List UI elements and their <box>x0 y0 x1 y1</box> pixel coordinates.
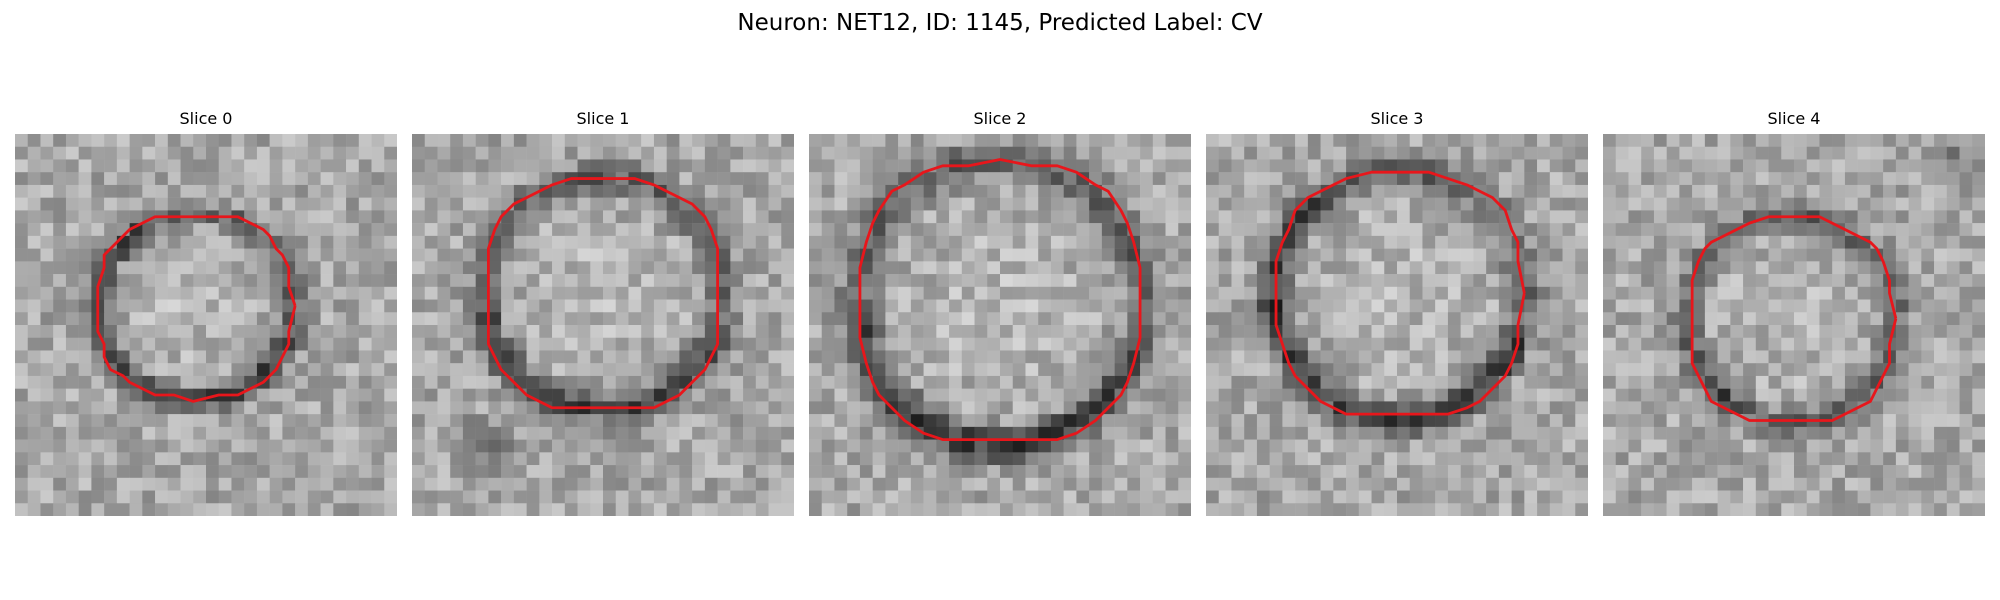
contour-outline <box>1274 170 1526 416</box>
contour-outline <box>486 177 720 410</box>
pixel-grid <box>412 134 794 516</box>
panel-title: Slice 0 <box>179 109 233 128</box>
contour-outline <box>858 158 1142 442</box>
pixel-grid <box>1206 134 1588 516</box>
panel-title: Slice 2 <box>973 109 1027 128</box>
pixel-grid <box>809 134 1191 516</box>
pixel-grid <box>15 134 397 516</box>
slice-image <box>1603 134 1985 516</box>
panel-slice-0: Slice 0 <box>15 108 397 520</box>
panel-slice-3: Slice 3 <box>1206 108 1588 520</box>
slice-image <box>809 134 1191 516</box>
contour-outline <box>1690 215 1898 422</box>
pixel-grid <box>1603 134 1985 516</box>
panel-title: Slice 1 <box>576 109 630 128</box>
slice-image <box>412 134 794 516</box>
contour-outline <box>96 215 297 403</box>
figure-title: Neuron: NET12, ID: 1145, Predicted Label… <box>737 10 1263 36</box>
slice-image <box>1206 134 1588 516</box>
panel-title: Slice 3 <box>1370 109 1424 128</box>
slice-image <box>15 134 397 516</box>
panel-slice-4: Slice 4 <box>1603 108 1985 520</box>
panel-slice-1: Slice 1 <box>412 108 794 520</box>
panel-title: Slice 4 <box>1767 109 1821 128</box>
panel-slice-2: Slice 2 <box>809 108 1191 520</box>
